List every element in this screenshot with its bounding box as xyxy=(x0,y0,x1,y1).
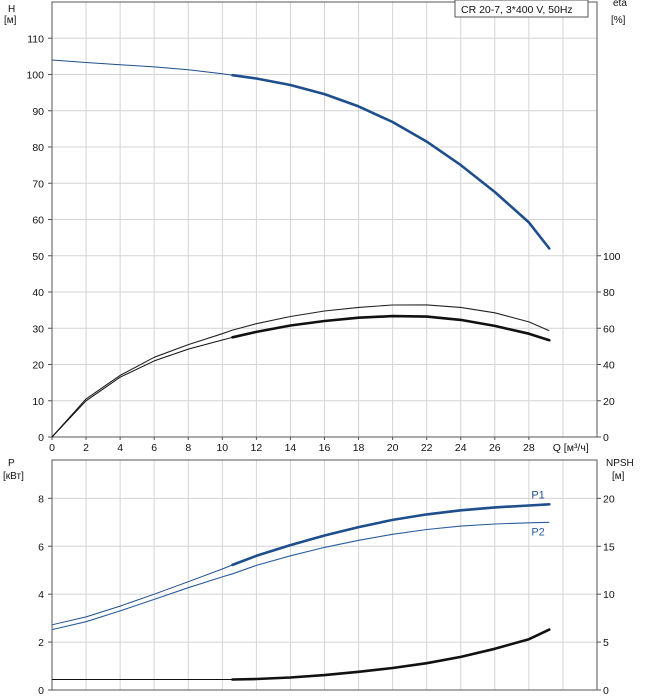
series-p1-line-thin xyxy=(51,564,233,626)
y-right-axis-title: eta xyxy=(613,0,627,9)
x-tick-label: 12 xyxy=(251,442,263,454)
y-left-tick-label: 4 xyxy=(38,589,44,601)
x-tick-label: 0 xyxy=(49,442,55,454)
y-right-tick-label: 100 xyxy=(603,251,621,263)
x-tick-label: 8 xyxy=(185,442,191,454)
y-left-axis-title: P xyxy=(8,458,15,469)
y-right-tick-label: 15 xyxy=(603,541,615,553)
y-right-tick-label: 40 xyxy=(603,360,615,372)
y-right-tick-label: 20 xyxy=(603,396,615,408)
y-left-tick-label: 60 xyxy=(32,215,44,227)
y-left-tick-label: 40 xyxy=(32,287,44,299)
legend-text: CR 20-7, 3*400 V, 50Hz xyxy=(461,4,573,16)
y-right-axis-title: NPSH xyxy=(606,458,634,469)
legend-frame xyxy=(454,0,589,18)
legend: CR 20-7, 3*400 V, 50Hz xyxy=(454,0,589,18)
x-tick-label: 18 xyxy=(353,442,365,454)
x-tick-label: 6 xyxy=(151,442,157,454)
y-left-tick-label: 80 xyxy=(32,142,44,154)
x-tick-label: 22 xyxy=(421,442,433,454)
y-left-tick-label: 2 xyxy=(38,637,44,649)
y-left-tick-label: 50 xyxy=(32,251,44,263)
x-tick-label: 26 xyxy=(489,442,501,454)
y-right-tick-label: 5 xyxy=(603,637,609,649)
series-h-line-thin xyxy=(51,59,233,76)
x-tick-label: 2 xyxy=(83,442,89,454)
x-tick-label: 10 xyxy=(216,442,228,454)
y-left-tick-label: 10 xyxy=(32,396,44,408)
y-left-tick-label: 90 xyxy=(32,106,44,118)
series-p1-line-thick xyxy=(231,503,551,567)
y-right-axis-unit: [м] xyxy=(612,471,625,482)
y-right-axis-unit: [%] xyxy=(611,15,626,26)
y-left-tick-label: 6 xyxy=(38,541,44,553)
y-left-tick-label: 8 xyxy=(38,493,44,505)
series-label-p2: P2 xyxy=(531,526,544,538)
x-tick-label: 28 xyxy=(523,442,535,454)
y-left-tick-label: 0 xyxy=(38,432,44,444)
y-left-axis-unit: [м] xyxy=(4,15,17,26)
series-p2-line xyxy=(51,521,550,631)
y-left-tick-label: 110 xyxy=(27,33,44,45)
y-left-tick-label: 100 xyxy=(26,70,44,82)
x-axis-title: Q [м³/ч] xyxy=(553,442,589,454)
panel2-grid xyxy=(51,460,598,691)
series-npsh-line-thick xyxy=(231,628,551,681)
y-left-tick-label: 70 xyxy=(32,178,44,190)
x-tick-label: 4 xyxy=(117,442,123,454)
x-tick-label: 24 xyxy=(455,442,467,454)
y-left-tick-label: 20 xyxy=(32,360,44,372)
y-left-axis-title: H xyxy=(8,4,15,15)
y-right-tick-label: 80 xyxy=(603,287,615,299)
series-h-line-thick xyxy=(231,73,551,250)
y-right-tick-label: 0 xyxy=(603,432,609,444)
x-tick-label: 14 xyxy=(285,442,297,454)
series-eta-line-thick xyxy=(231,314,551,342)
y-right-tick-label: 60 xyxy=(603,323,615,335)
y-right-tick-label: 10 xyxy=(603,589,615,601)
series-eta-line-thin xyxy=(51,336,233,438)
y-left-tick-label: 0 xyxy=(38,685,44,697)
y-right-tick-label: 0 xyxy=(603,685,609,697)
series-label-p1: P1 xyxy=(531,489,544,501)
x-tick-label: 20 xyxy=(387,442,399,454)
y-left-axis-unit: [кВт] xyxy=(3,471,24,482)
panel1-grid xyxy=(51,1,598,438)
panel2-frame xyxy=(51,459,598,691)
x-tick-label: 16 xyxy=(319,442,331,454)
y-right-tick-label: 20 xyxy=(603,493,615,505)
y-left-tick-label: 30 xyxy=(32,323,44,335)
series-eta-line xyxy=(51,304,550,438)
